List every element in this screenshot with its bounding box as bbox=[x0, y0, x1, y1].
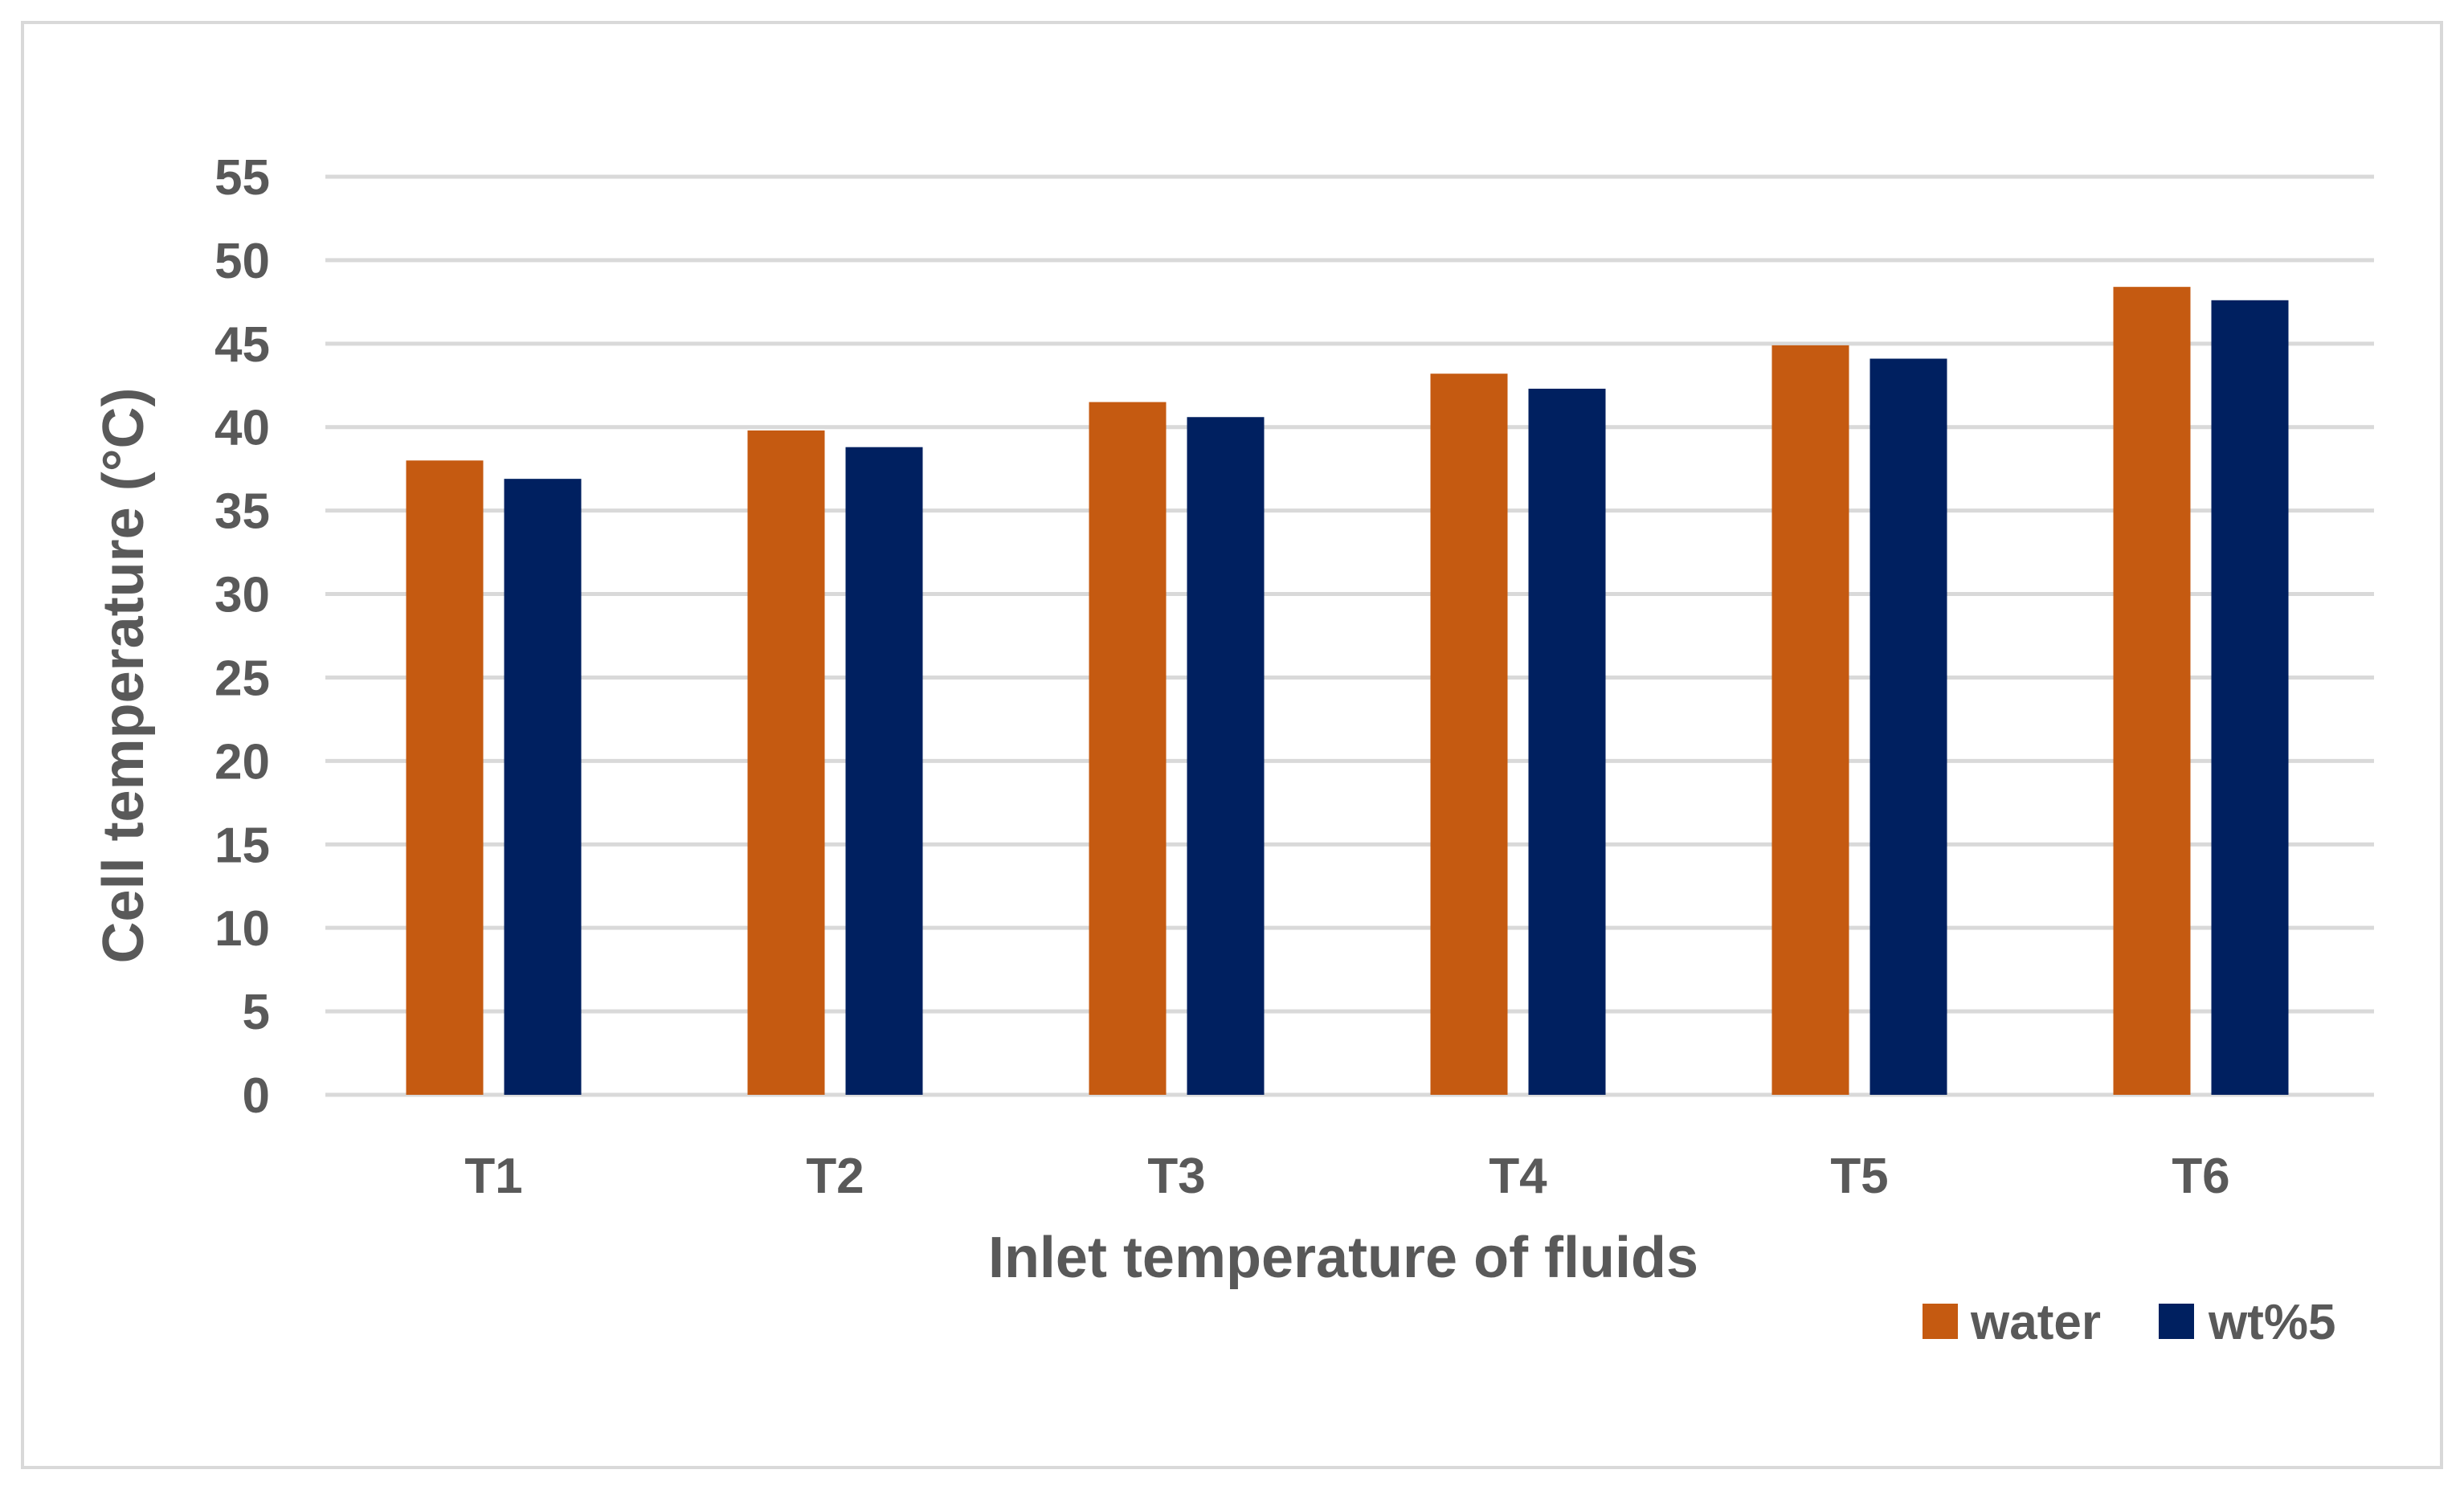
y-tick-label: 45 bbox=[215, 317, 270, 373]
bars bbox=[406, 287, 2289, 1095]
y-tick-label: 50 bbox=[215, 234, 270, 289]
y-tick-label: 20 bbox=[215, 734, 270, 790]
legend-label: wt%5 bbox=[2208, 1295, 2335, 1350]
bar-wt5-t1 bbox=[504, 479, 582, 1095]
x-axis-ticks: T1 T2 T3 T4 T5 T6 bbox=[464, 1149, 2229, 1204]
bar-water-t1 bbox=[406, 460, 484, 1095]
bar-wt5-t2 bbox=[845, 447, 923, 1095]
y-tick-label: 35 bbox=[215, 484, 270, 540]
x-tick-label: T6 bbox=[2172, 1149, 2229, 1204]
bar-wt5-t4 bbox=[1528, 388, 1606, 1095]
x-tick-label: T2 bbox=[806, 1149, 864, 1204]
bar-water-t3 bbox=[1089, 402, 1167, 1095]
y-tick-label: 15 bbox=[215, 818, 270, 873]
y-tick-label: 0 bbox=[243, 1068, 270, 1124]
y-tick-label: 10 bbox=[215, 901, 270, 957]
bar-water-t6 bbox=[2113, 287, 2191, 1095]
x-tick-label: T5 bbox=[1830, 1149, 1888, 1204]
y-tick-label: 30 bbox=[215, 568, 270, 623]
gridlines bbox=[325, 174, 2374, 1097]
x-axis-title: Inlet temperature of fluids bbox=[988, 1226, 1698, 1290]
y-tick-label: 5 bbox=[243, 985, 270, 1040]
x-tick-label: T3 bbox=[1147, 1149, 1205, 1204]
y-tick-label: 25 bbox=[215, 651, 270, 706]
legend-swatch bbox=[2159, 1304, 2194, 1339]
legend: water wt%5 bbox=[1923, 1295, 2335, 1350]
y-axis-ticks: 0 5 10 15 20 25 30 35 40 45 50 55 bbox=[215, 150, 270, 1124]
legend-swatch bbox=[1923, 1304, 1958, 1339]
bar-water-t5 bbox=[1771, 345, 1849, 1095]
y-tick-label: 40 bbox=[215, 401, 270, 456]
bar-wt5-t3 bbox=[1187, 417, 1265, 1095]
x-tick-label: T4 bbox=[1489, 1149, 1547, 1204]
bar-wt5-t5 bbox=[1869, 358, 1947, 1095]
y-tick-label: 55 bbox=[215, 150, 270, 206]
y-axis-title: Cell temperature (°C) bbox=[92, 388, 156, 964]
legend-label: water bbox=[1970, 1295, 2101, 1350]
bar-water-t4 bbox=[1430, 374, 1508, 1095]
bar-wt5-t6 bbox=[2211, 300, 2289, 1095]
bar-water-t2 bbox=[747, 430, 825, 1095]
x-tick-label: T1 bbox=[464, 1149, 522, 1204]
